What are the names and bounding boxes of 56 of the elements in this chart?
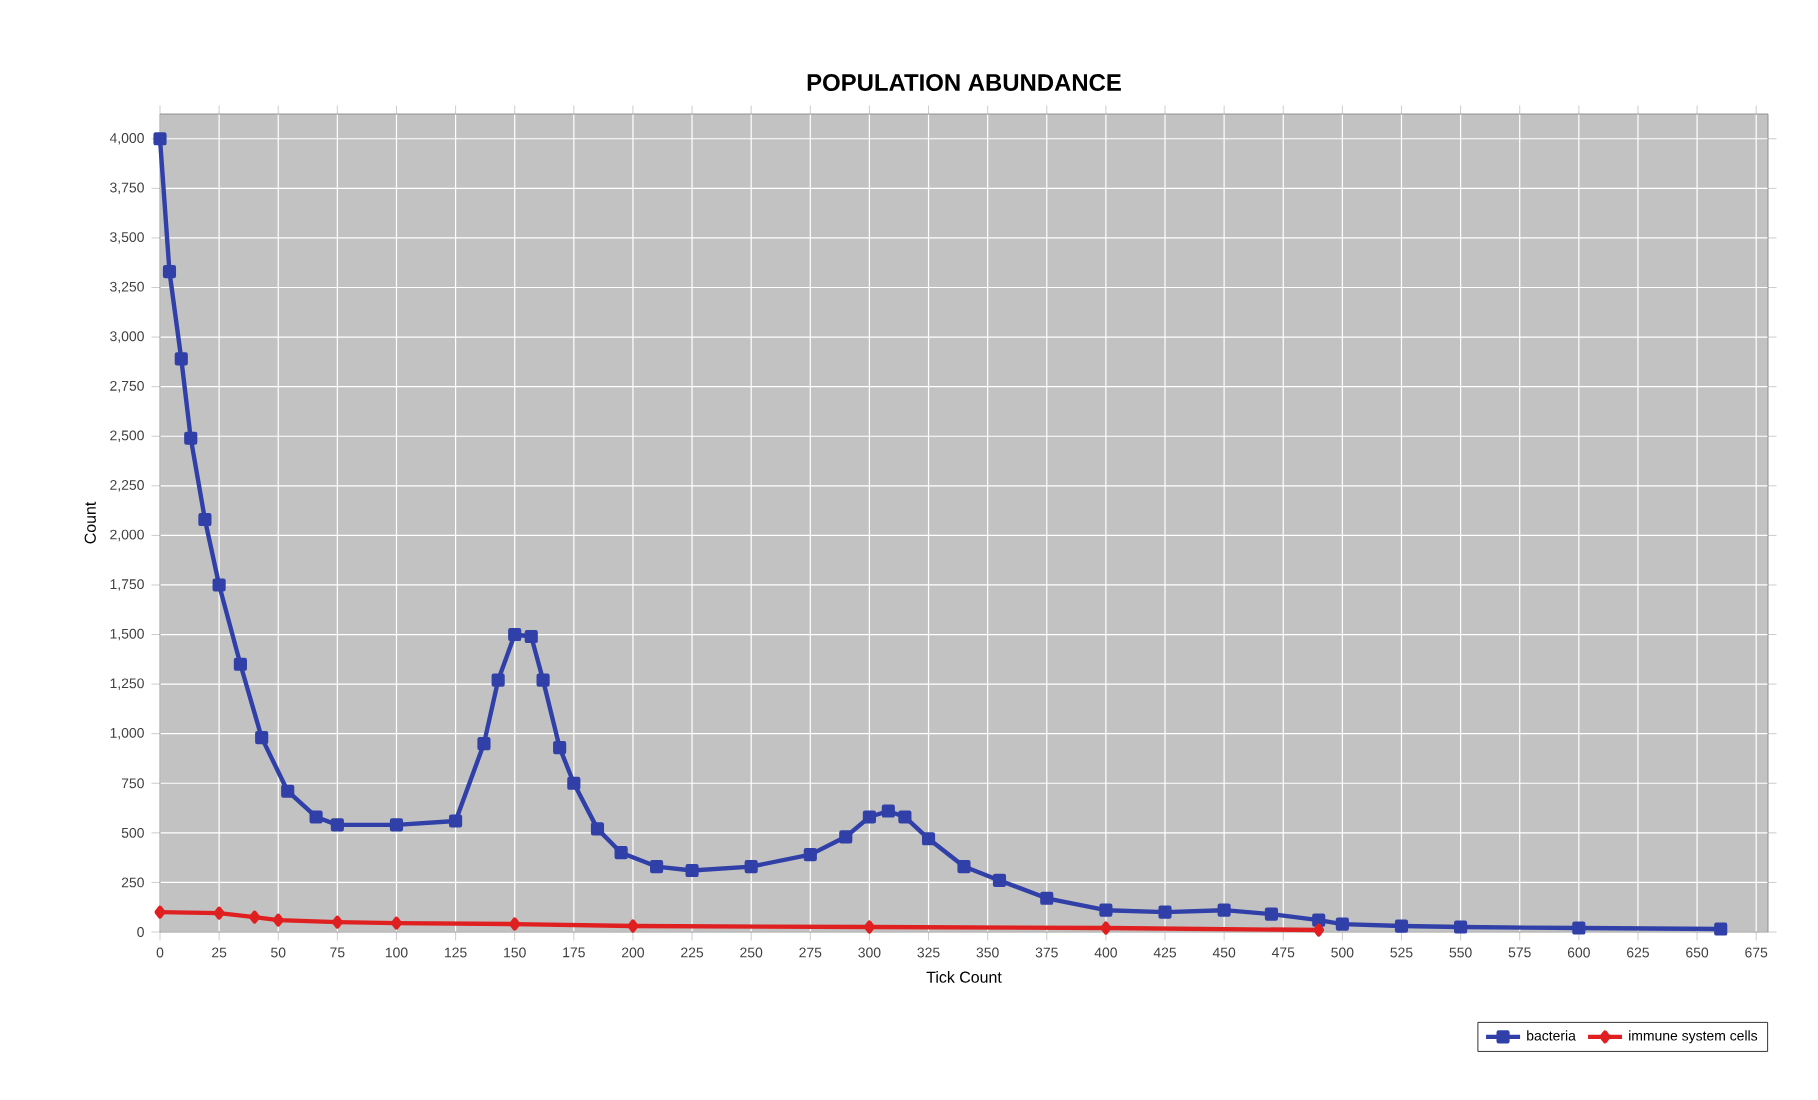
point [281,784,295,798]
point [309,810,323,824]
point [249,910,261,924]
point [803,848,817,862]
point [881,804,895,818]
point [154,905,166,919]
point [524,629,538,644]
point [590,822,605,836]
point [389,818,404,832]
point [331,915,343,929]
point [330,818,344,832]
point [174,352,188,366]
point [162,265,177,279]
point [921,832,936,846]
point [255,731,269,745]
point [391,916,402,930]
point [449,814,463,828]
point [957,859,971,874]
point [1335,917,1349,931]
point [1313,923,1325,937]
point [992,873,1007,888]
point [1714,922,1728,936]
point [1100,921,1112,935]
point [744,859,758,874]
point [213,906,225,920]
chart-title: POPULATION ABUNDANCE [807,74,1121,91]
point [862,810,876,824]
point [536,673,550,687]
point [233,657,247,671]
point [614,846,628,860]
point [627,919,639,933]
point [153,132,167,146]
point [685,863,699,878]
point [477,737,491,751]
point [1394,919,1409,933]
point [198,512,212,527]
point [184,431,198,445]
point [553,741,567,755]
point [1454,920,1468,934]
point [508,627,522,642]
point [839,830,853,844]
point [1264,907,1278,921]
point [212,578,226,592]
point [863,920,875,934]
point [1040,891,1054,905]
point [1217,903,1231,917]
point [272,913,284,927]
point [491,673,505,687]
point [567,776,581,790]
point [1312,913,1326,927]
point [1099,903,1113,917]
point [509,917,521,931]
point [1158,905,1172,919]
point [898,810,912,824]
point [1572,921,1586,935]
point [650,859,664,874]
